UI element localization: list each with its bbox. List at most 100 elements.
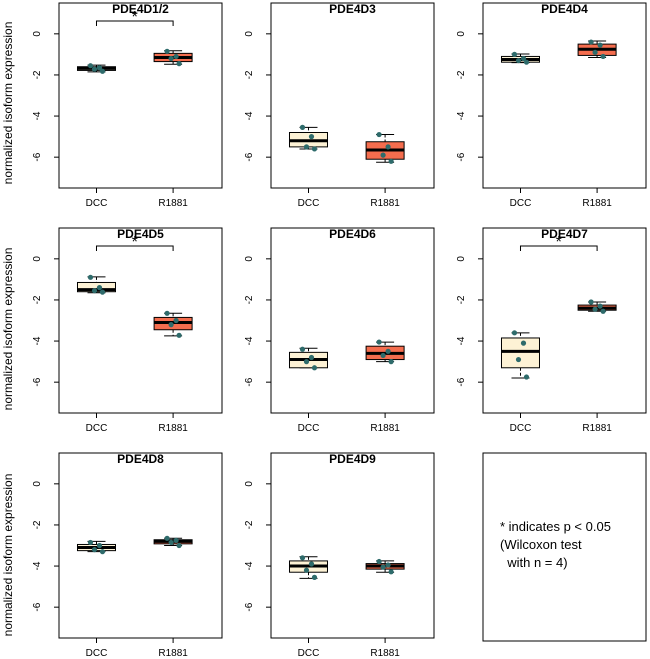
data-point	[311, 365, 318, 371]
data-point	[515, 57, 522, 64]
y-tick-label: -2	[32, 70, 43, 79]
panel-frame	[482, 227, 647, 414]
data-point	[597, 303, 603, 309]
data-point	[87, 539, 94, 546]
data-point	[376, 131, 382, 138]
data-point	[303, 144, 310, 150]
panel-title: PDE4D8	[117, 452, 164, 466]
data-point	[168, 322, 174, 328]
panels: PDE4D1/2 0 -2 -4 -6 DCC R1881 * PDE4D3 0 -2 -4 -6 DCC…	[32, 2, 647, 659]
data-point	[164, 48, 170, 54]
data-point	[91, 288, 98, 294]
y-tick-label: 0	[244, 481, 255, 487]
panel-title: PDE4D4	[541, 2, 588, 16]
x-tick-label: DCC	[298, 648, 320, 659]
data-point	[385, 348, 391, 354]
x-tick-label: DCC	[510, 198, 532, 209]
y-tick-label: 0	[32, 256, 43, 262]
significance-bracket	[95, 20, 174, 26]
data-point	[592, 49, 598, 55]
data-point	[311, 574, 318, 580]
data-point	[173, 317, 179, 324]
y-tick-label: -6	[244, 602, 255, 611]
data-point	[523, 374, 530, 380]
y-tick-label: -2	[32, 520, 43, 529]
data-point	[168, 539, 174, 546]
y-tick-label: -2	[244, 520, 255, 529]
y-tick-label: 0	[32, 481, 43, 487]
x-tick-label: R1881	[370, 198, 400, 209]
data-point	[592, 306, 598, 312]
data-point	[520, 55, 527, 62]
y-tick-label: -6	[32, 602, 43, 611]
data-point	[511, 51, 518, 57]
note-panel-frame	[482, 452, 647, 642]
panel-2: PDE4D3 0 -2 -4 -6 DCC R1881	[244, 2, 435, 209]
data-point	[299, 555, 306, 561]
y-tick-label: -4	[456, 336, 467, 345]
x-tick-label: R1881	[582, 198, 612, 209]
y-tick-label: -2	[244, 295, 255, 304]
y-tick-label: 0	[456, 256, 467, 262]
panel-1: PDE4D1/2 0 -2 -4 -6 DCC R1881 *	[32, 2, 223, 209]
data-point	[91, 66, 98, 72]
data-point	[99, 68, 106, 74]
y-tick-label: -6	[32, 152, 43, 161]
y-tick-label: -4	[244, 111, 255, 120]
y-tick-label: -2	[456, 70, 467, 79]
data-point	[376, 339, 382, 345]
y-tick-label: -6	[32, 377, 43, 386]
note-line-1: * indicates p < 0.05	[500, 519, 611, 534]
x-tick-label: DCC	[298, 423, 320, 434]
data-point	[523, 59, 530, 65]
panel-frame	[270, 2, 435, 189]
data-point	[99, 289, 106, 295]
x-tick-label: R1881	[582, 423, 612, 434]
data-point	[388, 158, 394, 164]
significance-bracket	[95, 245, 174, 251]
data-point	[515, 356, 522, 363]
data-point	[311, 146, 318, 152]
data-point	[87, 274, 94, 280]
panel-title: PDE4D6	[329, 227, 376, 241]
significance-star: *	[132, 9, 138, 26]
panel-title: PDE4D9	[329, 452, 376, 466]
panel-frame	[58, 227, 223, 414]
y-tick-label: -4	[32, 336, 43, 345]
data-point	[597, 42, 603, 48]
box-dcc	[500, 337, 540, 369]
data-point	[96, 285, 103, 291]
x-tick-label: DCC	[298, 198, 320, 209]
significance-bracket	[519, 245, 598, 251]
x-tick-label: R1881	[370, 423, 400, 434]
data-point	[173, 537, 179, 543]
data-point	[303, 359, 310, 365]
data-point	[380, 564, 386, 570]
panel-4: PDE4D5 0 -2 -4 -6 DCC R1881 *	[32, 227, 223, 434]
y-tick-label: 0	[456, 31, 467, 37]
x-tick-label: DCC	[86, 648, 108, 659]
y-tick-label: -2	[32, 295, 43, 304]
data-point	[96, 542, 103, 549]
data-point	[164, 310, 170, 316]
y-tick-label: -6	[456, 377, 467, 386]
data-point	[173, 53, 179, 60]
data-point	[299, 346, 306, 352]
y-tick-label: -2	[244, 70, 255, 79]
data-point	[96, 65, 103, 71]
y-tick-label: -6	[456, 152, 467, 161]
y-tick-label: -2	[456, 295, 467, 304]
y-tick-label: -4	[456, 111, 467, 120]
data-point	[380, 152, 386, 158]
y-tick-label: -6	[244, 152, 255, 161]
data-point	[303, 567, 310, 573]
y-tick-label: 0	[32, 31, 43, 37]
note-line-2: (Wilcoxon test	[500, 537, 582, 552]
data-point	[520, 340, 527, 346]
panel-title: PDE4D1/2	[112, 2, 169, 16]
data-point	[164, 535, 170, 541]
panel-frame	[58, 2, 223, 189]
data-point	[87, 63, 94, 69]
panel-3: PDE4D4 0 -2 -4 -6 DCC R1881	[456, 2, 647, 209]
